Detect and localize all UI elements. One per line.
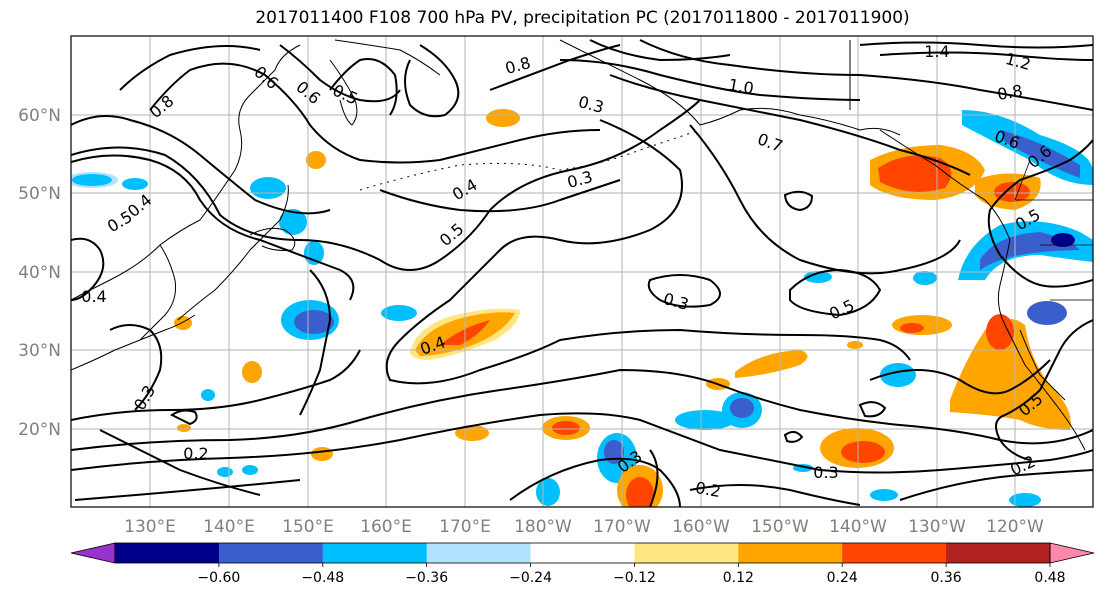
- contour-label: 1.4: [924, 42, 949, 61]
- lon-label: 170°E: [439, 517, 491, 537]
- colorbar-tick-label: −0.48: [301, 570, 344, 586]
- lon-label: 120°W: [986, 517, 1044, 537]
- lon-label: 180°W: [514, 517, 572, 537]
- colorbar-tick-label: −0.36: [405, 570, 448, 586]
- colorbar-cell: [218, 543, 324, 563]
- lat-label: 40°N: [18, 263, 61, 283]
- colorbar-cell: [426, 543, 532, 563]
- coastlines: [71, 39, 1093, 451]
- colorbar-extend-high: [1049, 542, 1095, 564]
- map-title: 2017011400 F108 700 hPa PV, precipitatio…: [255, 8, 910, 28]
- pv-contours: [71, 39, 1093, 507]
- colorbar-tick-label: −0.60: [197, 570, 240, 586]
- lat-label: 60°N: [18, 106, 61, 126]
- longitude-labels: 130°E 140°E 150°E 160°E 170°E 180°W 170°…: [124, 517, 1044, 537]
- lon-label: 150°W: [751, 517, 809, 537]
- contour-label: 0.2: [183, 444, 208, 463]
- colorbar-cell: [634, 543, 739, 563]
- colorbar-cell: [530, 543, 635, 563]
- lat-label: 20°N: [18, 420, 61, 440]
- contour-label: 0.3: [813, 463, 838, 482]
- contour-label: 0.4: [81, 287, 106, 306]
- colorbar-cell: [738, 543, 843, 563]
- lon-label: 130°W: [908, 517, 966, 537]
- colorbar-tick-label: −0.24: [509, 570, 552, 586]
- lon-label: 130°E: [124, 517, 176, 537]
- colorbar-cell: [322, 543, 428, 563]
- lon-label: 140°E: [203, 517, 255, 537]
- plot-frame: [70, 35, 1094, 508]
- colorbar-tick-label: −0.12: [613, 570, 656, 586]
- colorbar-cell: [946, 543, 1051, 563]
- contour-label: 0.8: [996, 81, 1024, 104]
- lon-label: 140°W: [829, 517, 887, 537]
- colorbar-tick-label: 0.36: [931, 570, 962, 586]
- colorbar-tick-label: 0.48: [1034, 570, 1065, 586]
- lat-label: 30°N: [18, 341, 61, 361]
- lon-label: 160°W: [672, 517, 730, 537]
- colorbar-cell: [842, 543, 947, 563]
- lon-label: 170°W: [593, 517, 651, 537]
- colorbar-extend-low: [70, 542, 116, 564]
- colorbar-tick-label: 0.12: [723, 570, 754, 586]
- contour-label: 1.0: [727, 75, 755, 98]
- latitude-labels: 60°N 50°N 40°N 30°N 20°N: [18, 106, 61, 440]
- lon-label: 150°E: [282, 517, 334, 537]
- colorbar-cell: [115, 543, 220, 563]
- lon-label: 160°E: [360, 517, 412, 537]
- lat-label: 50°N: [18, 184, 61, 204]
- contour-label: 0.2: [694, 478, 722, 501]
- colorbar-tick-label: 0.24: [827, 570, 858, 586]
- colorbar: −0.60 −0.48 −0.36 −0.24 −0.12 0.12 0.24 0.36 0.4…: [70, 542, 1095, 586]
